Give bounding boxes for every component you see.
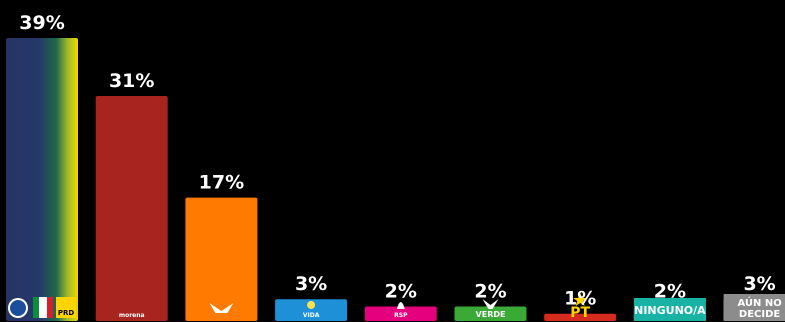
bar-mc (185, 197, 258, 321)
bar-vida (275, 299, 348, 321)
bar-pt (544, 313, 617, 321)
bar-logo-label-ninguno-a: NINGUNO/A (634, 304, 706, 317)
bar-logo-label-morena: morena (119, 312, 145, 319)
pan-pri-prd-logos-icon: PRD (8, 297, 76, 318)
value-label-pan-pri-prd: 39% (19, 12, 64, 34)
mc-eagle-logo-icon (209, 303, 234, 313)
value-label-a-n-no-decide: 3% (743, 273, 775, 295)
rsp-logo-icon: RSP (394, 302, 408, 319)
value-label-mc: 17% (199, 172, 244, 194)
bar-logo-label-rsp: RSP (394, 312, 408, 319)
aun-no-decide-tile-icon: AÚN NO DECIDE (723, 294, 785, 321)
verde-toucan-logo-icon: VERDE (476, 299, 506, 319)
morena-logo-icon: morena (119, 312, 145, 319)
pt-star-logo-icon: PT (570, 293, 591, 321)
bar-logo-label-vida: VIDA (303, 312, 320, 319)
bar-morena (95, 96, 168, 321)
bar-logo-label-a-n-no-decide: AÚN NO DECIDE (737, 296, 781, 320)
bar-rsp (364, 306, 437, 321)
ninguno-tile-icon: NINGUNO/A (633, 298, 706, 321)
vida-logo-icon: VIDA (303, 301, 320, 319)
logos-layer: PRD morena VIDA RSP VERDE PT NINGUNO/A AÚN NO DE… (8, 293, 785, 321)
bar-logo-label-verde: VERDE (476, 310, 506, 319)
bar-logo-label-pt: PT (570, 305, 590, 321)
bar-logo-label-pan-pri-prd: PRD (58, 309, 75, 317)
value-label-ninguno-a: 2% (654, 280, 686, 302)
bar-pan-pri-prd (6, 38, 78, 321)
value-label-pt: 1% (564, 288, 596, 310)
value-label-morena: 31% (109, 70, 154, 92)
value-label-rsp: 2% (385, 280, 417, 302)
value-label-verde: 2% (474, 280, 506, 302)
value-label-vida: 3% (295, 273, 327, 295)
bar-verde (454, 306, 527, 321)
value-labels-layer: 39% 31% 17% 3% 2% 2% 1% 2% 3% (19, 12, 775, 310)
